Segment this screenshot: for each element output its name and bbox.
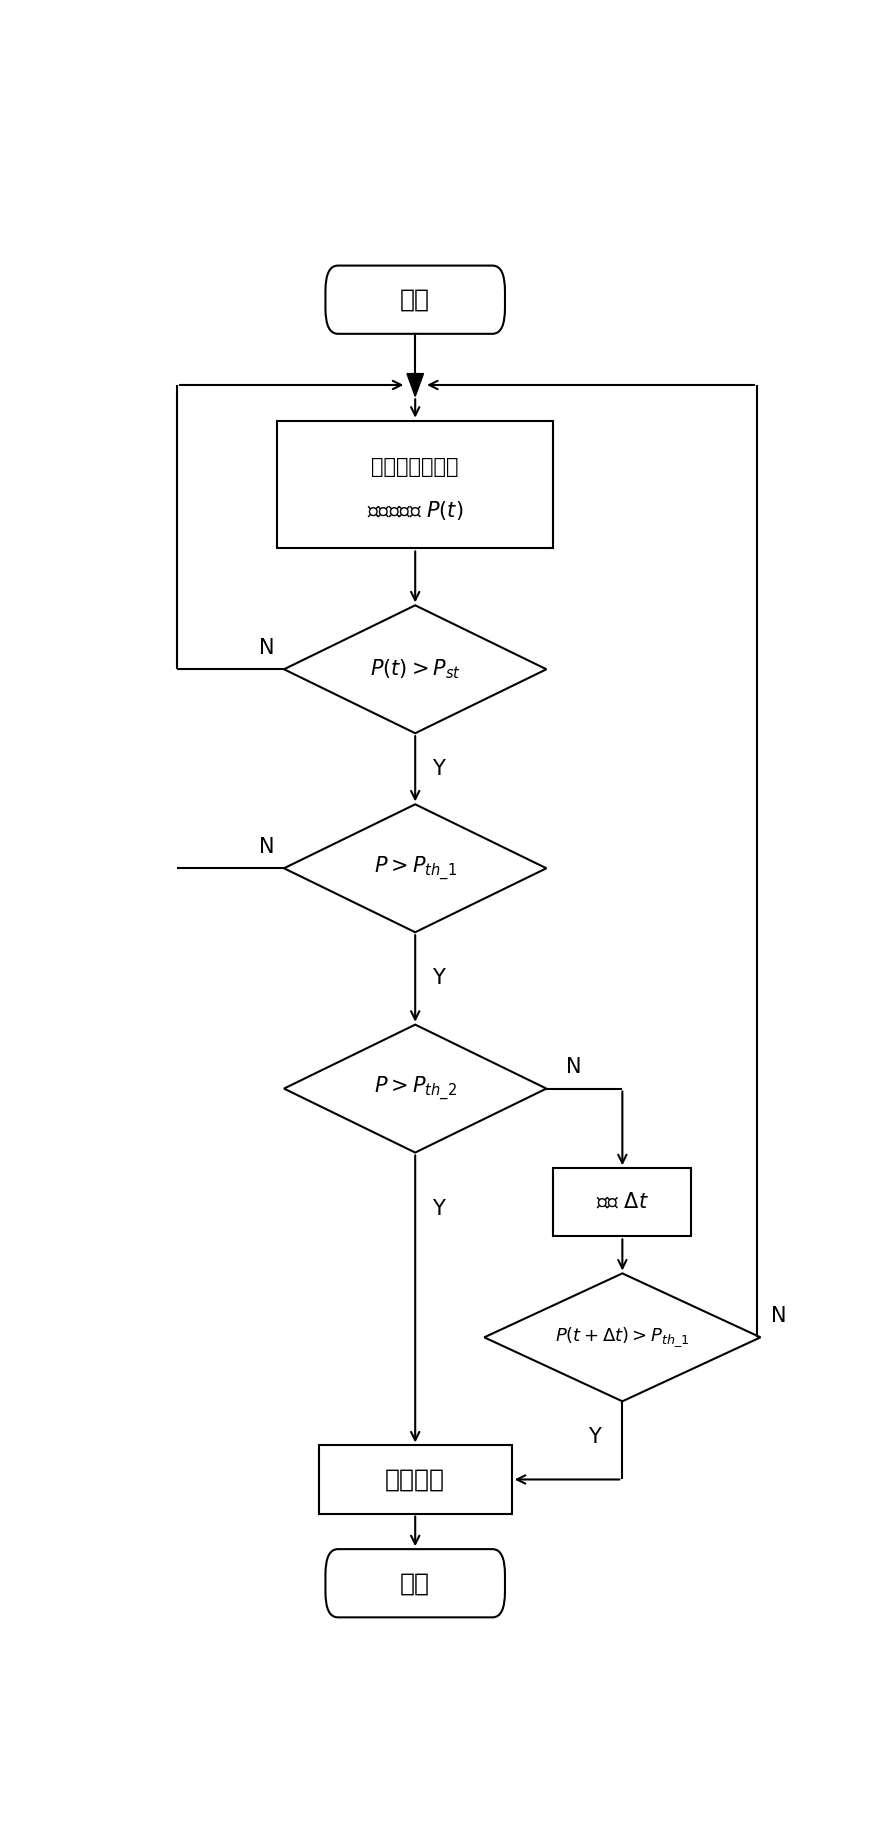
Text: 壁压力数值 $P(t)$: 壁压力数值 $P(t)$ (367, 498, 463, 522)
Text: Y: Y (432, 759, 446, 779)
Polygon shape (284, 1025, 546, 1152)
Bar (277, 421, 553, 548)
Text: 结束: 结束 (400, 1571, 430, 1595)
Text: N: N (259, 639, 274, 657)
Polygon shape (284, 805, 546, 932)
Text: 读取变压器油箱: 读取变压器油箱 (372, 458, 459, 478)
Text: N: N (771, 1305, 787, 1325)
Text: $P>P_{th\_2}$: $P>P_{th\_2}$ (373, 1074, 457, 1102)
Text: Y: Y (432, 1200, 446, 1220)
Bar (319, 1445, 512, 1514)
Text: 延时 $\Delta t$: 延时 $\Delta t$ (596, 1193, 649, 1213)
FancyBboxPatch shape (325, 1549, 505, 1617)
Polygon shape (485, 1274, 761, 1401)
Text: N: N (259, 836, 274, 857)
Text: Y: Y (588, 1427, 601, 1447)
Bar (553, 1169, 691, 1237)
Text: N: N (567, 1058, 582, 1078)
Text: $P(t)>P_{st}$: $P(t)>P_{st}$ (370, 657, 461, 681)
FancyBboxPatch shape (325, 266, 505, 334)
Text: $P(t+\Delta t)>P_{th\_1}$: $P(t+\Delta t)>P_{th\_1}$ (555, 1325, 690, 1349)
Text: Y: Y (432, 969, 446, 988)
Text: 保护动作: 保护动作 (385, 1468, 446, 1492)
Text: $P>P_{th\_1}$: $P>P_{th\_1}$ (373, 855, 457, 882)
Text: 开始: 开始 (400, 288, 430, 312)
Polygon shape (407, 373, 423, 397)
Polygon shape (284, 605, 546, 733)
